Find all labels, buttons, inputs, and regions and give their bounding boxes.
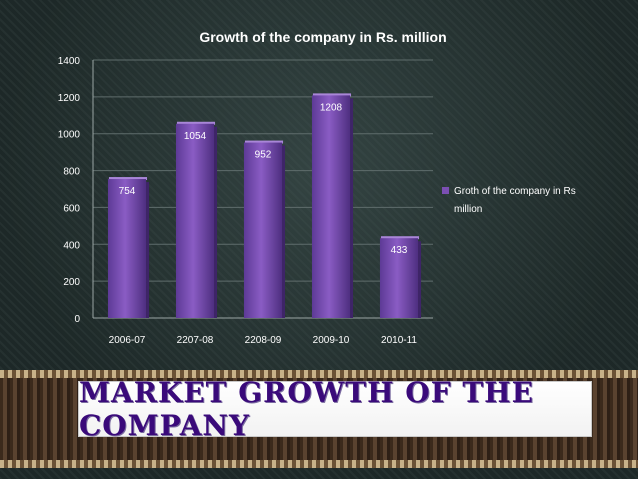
banner-border-bottom xyxy=(0,460,638,468)
bar-shadow xyxy=(146,182,150,318)
bar xyxy=(379,238,419,318)
banner-border-top xyxy=(0,370,638,378)
bar-shadow xyxy=(214,126,218,319)
x-tick-label: 2010-11 xyxy=(381,335,417,346)
bars: 754 1054 952 1208 433 xyxy=(107,93,422,319)
legend-label-line2: million xyxy=(454,204,482,215)
bar-chart: Growth of the company in Rs. million 0 20… xyxy=(58,29,576,346)
y-tick-label: 1400 xyxy=(58,56,81,67)
data-label: 754 xyxy=(119,186,136,197)
data-label: 1054 xyxy=(184,131,207,142)
y-tick-label: 800 xyxy=(63,167,80,178)
y-tick-label: 0 xyxy=(74,314,80,325)
slide-title: Market Growth of the Company xyxy=(79,376,534,442)
y-tick-label: 400 xyxy=(63,240,80,251)
x-tick-label: 2208-09 xyxy=(245,335,282,346)
data-label: 952 xyxy=(255,150,272,161)
bar xyxy=(311,95,351,318)
y-axis: 0 200 400 600 800 1000 1200 1400 xyxy=(58,56,94,325)
bar xyxy=(243,142,283,318)
x-tick-label: 2207-08 xyxy=(177,335,214,346)
bar-top xyxy=(108,177,148,181)
legend-swatch xyxy=(442,187,449,194)
bar-shadow xyxy=(350,98,354,318)
legend: Groth of the company in Rs million xyxy=(442,186,576,215)
bar-top xyxy=(244,140,284,144)
bar xyxy=(175,123,215,319)
bar-top xyxy=(176,121,216,125)
legend-label-line1: Groth of the company in Rs xyxy=(454,186,576,197)
y-tick-label: 1200 xyxy=(58,93,81,104)
data-label: 433 xyxy=(391,245,408,256)
x-tick-label: 2009-10 xyxy=(313,335,350,346)
x-axis: 2006-07 2207-08 2208-09 2009-10 2010-11 xyxy=(109,335,418,346)
bar-shadow xyxy=(418,241,422,318)
x-tick-label: 2006-07 xyxy=(109,335,146,346)
y-tick-label: 1000 xyxy=(58,130,81,141)
chart-title: Growth of the company in Rs. million xyxy=(199,29,446,45)
bar-top xyxy=(380,236,420,240)
bar-top xyxy=(312,93,352,97)
data-label: 1208 xyxy=(320,102,343,113)
bar-shadow xyxy=(282,145,286,318)
title-panel: Market Growth of the Company xyxy=(79,376,591,442)
y-tick-label: 600 xyxy=(63,203,80,214)
bar xyxy=(107,179,147,318)
y-tick-label: 200 xyxy=(63,277,80,288)
